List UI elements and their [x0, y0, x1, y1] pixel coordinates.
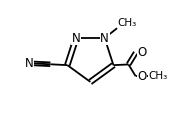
- Text: N: N: [72, 32, 81, 45]
- Text: CH₃: CH₃: [149, 71, 168, 81]
- Text: N: N: [100, 32, 109, 45]
- Text: CH₃: CH₃: [118, 18, 137, 28]
- Text: O: O: [137, 70, 146, 83]
- Text: O: O: [138, 46, 147, 59]
- Text: N: N: [25, 57, 33, 70]
